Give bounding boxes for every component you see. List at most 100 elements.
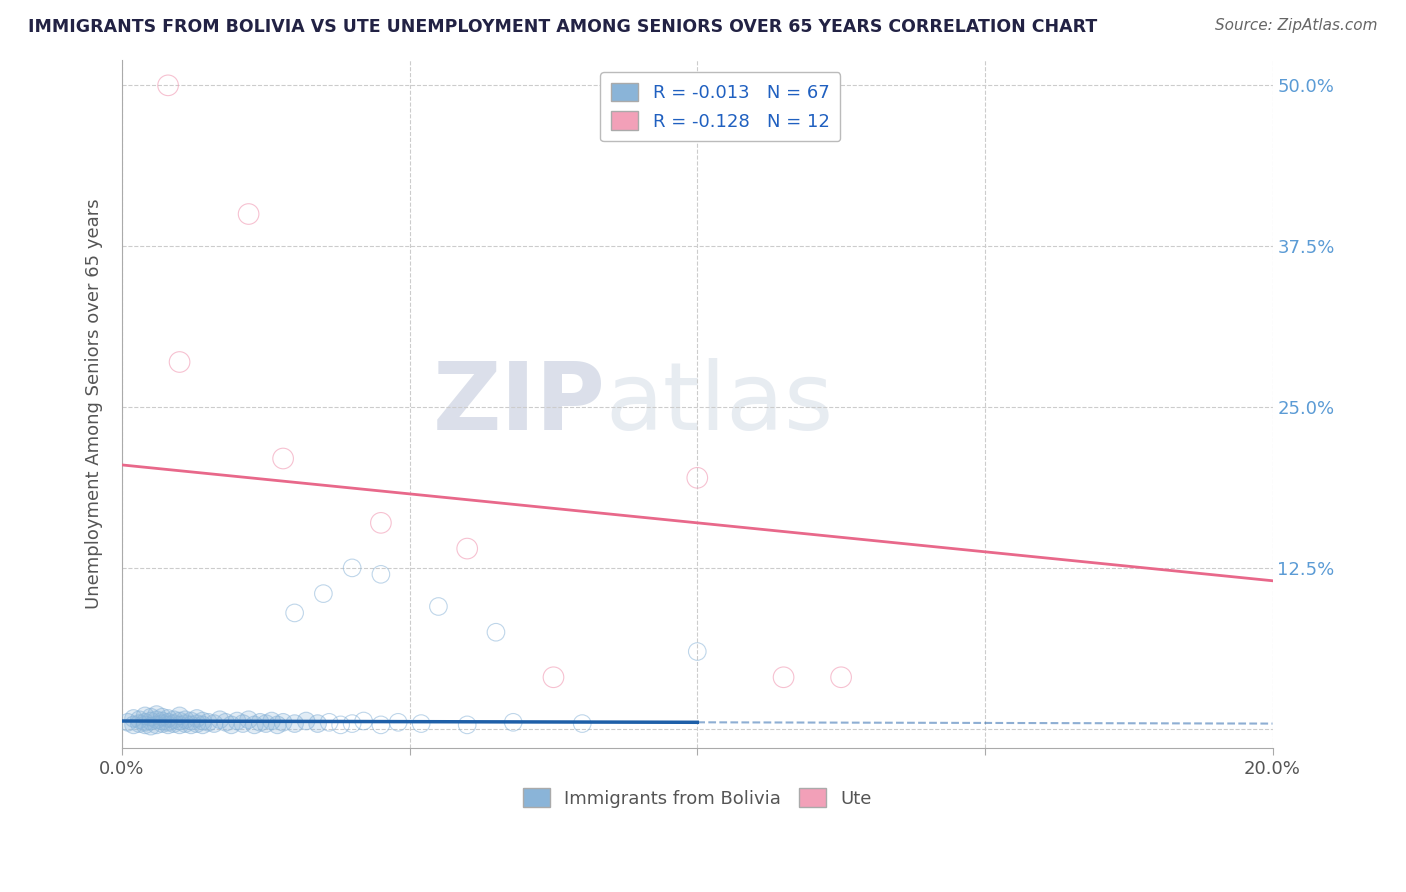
Text: Source: ZipAtlas.com: Source: ZipAtlas.com xyxy=(1215,18,1378,33)
Point xyxy=(134,718,156,732)
Point xyxy=(830,670,852,684)
Point xyxy=(169,709,191,723)
Point xyxy=(128,716,150,731)
Point xyxy=(169,709,191,723)
Point xyxy=(169,714,191,728)
Point xyxy=(128,713,150,727)
Point xyxy=(128,716,150,731)
Point xyxy=(340,716,363,731)
Point xyxy=(249,715,271,730)
Point xyxy=(456,718,478,732)
Point xyxy=(139,714,162,728)
Point xyxy=(772,670,794,684)
Point xyxy=(427,599,450,614)
Point xyxy=(249,715,271,730)
Point xyxy=(150,714,173,728)
Point xyxy=(139,714,162,728)
Point xyxy=(686,644,709,658)
Point xyxy=(163,716,186,731)
Point xyxy=(180,718,202,732)
Point xyxy=(238,713,260,727)
Point xyxy=(163,713,186,727)
Point xyxy=(174,716,197,731)
Point xyxy=(150,710,173,724)
Point xyxy=(208,713,231,727)
Point xyxy=(271,715,294,730)
Point xyxy=(266,718,288,732)
Point xyxy=(145,718,167,732)
Point xyxy=(157,718,180,732)
Point xyxy=(266,718,288,732)
Point xyxy=(186,716,208,731)
Point xyxy=(411,716,433,731)
Point xyxy=(571,716,593,731)
Point xyxy=(226,714,249,728)
Point xyxy=(221,718,243,732)
Point xyxy=(157,711,180,725)
Point xyxy=(145,707,167,722)
Y-axis label: Unemployment Among Seniors over 65 years: Unemployment Among Seniors over 65 years xyxy=(86,199,103,609)
Point xyxy=(271,715,294,730)
Point xyxy=(254,716,277,731)
Point xyxy=(353,714,375,728)
Point xyxy=(271,451,294,466)
Point xyxy=(180,714,202,728)
Point xyxy=(232,716,254,731)
Point xyxy=(226,714,249,728)
Point xyxy=(157,711,180,725)
Point xyxy=(128,713,150,727)
Text: ZIP: ZIP xyxy=(433,358,605,450)
Point xyxy=(260,714,283,728)
Point xyxy=(122,718,145,732)
Point xyxy=(370,718,392,732)
Point xyxy=(150,714,173,728)
Point xyxy=(150,716,173,731)
Text: atlas: atlas xyxy=(605,358,834,450)
Point xyxy=(134,718,156,732)
Point xyxy=(117,715,139,730)
Point xyxy=(191,718,214,732)
Point xyxy=(186,711,208,725)
Point xyxy=(312,586,335,600)
Point xyxy=(150,716,173,731)
Point xyxy=(145,713,167,727)
Point xyxy=(180,714,202,728)
Point xyxy=(238,713,260,727)
Point xyxy=(260,714,283,728)
Point xyxy=(340,561,363,575)
Point xyxy=(232,716,254,731)
Point xyxy=(191,714,214,728)
Point xyxy=(157,715,180,730)
Point xyxy=(254,716,277,731)
Point xyxy=(157,718,180,732)
Point xyxy=(122,711,145,725)
Point xyxy=(243,718,266,732)
Point xyxy=(370,567,392,582)
Point xyxy=(122,718,145,732)
Point xyxy=(150,710,173,724)
Point xyxy=(169,718,191,732)
Point xyxy=(145,707,167,722)
Point xyxy=(243,718,266,732)
Point xyxy=(169,355,191,369)
Point xyxy=(202,716,225,731)
Point xyxy=(221,718,243,732)
Point xyxy=(202,716,225,731)
Point xyxy=(295,714,318,728)
Point xyxy=(208,713,231,727)
Point xyxy=(186,716,208,731)
Point xyxy=(134,709,156,723)
Point xyxy=(139,710,162,724)
Point xyxy=(169,714,191,728)
Point xyxy=(145,718,167,732)
Point xyxy=(197,715,219,730)
Point xyxy=(214,715,236,730)
Point xyxy=(307,716,329,731)
Point xyxy=(134,715,156,730)
Point xyxy=(197,715,219,730)
Point xyxy=(139,719,162,733)
Text: IMMIGRANTS FROM BOLIVIA VS UTE UNEMPLOYMENT AMONG SENIORS OVER 65 YEARS CORRELAT: IMMIGRANTS FROM BOLIVIA VS UTE UNEMPLOYM… xyxy=(28,18,1097,36)
Point xyxy=(163,713,186,727)
Point xyxy=(284,716,307,731)
Point xyxy=(157,715,180,730)
